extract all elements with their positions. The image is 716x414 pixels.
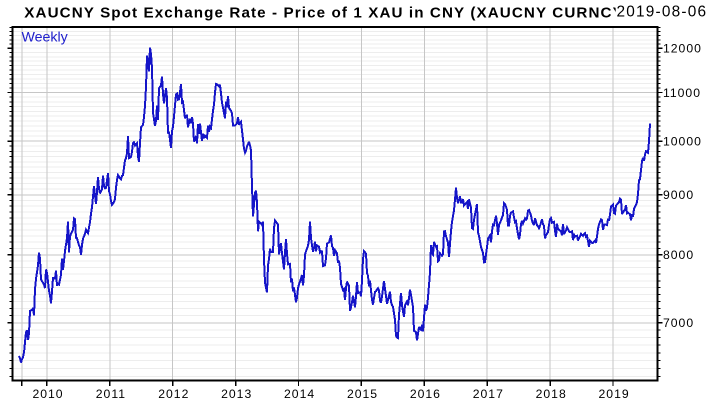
svg-text:2019: 2019 [599,387,630,401]
svg-text:2019-08-06: 2019-08-06 [617,4,708,21]
svg-text:11000: 11000 [663,86,701,100]
svg-text:2013: 2013 [221,387,252,401]
svg-text:2014: 2014 [284,387,315,401]
svg-text:2016: 2016 [410,387,441,401]
svg-text:XAUCNY Spot Exchange Rate - Pr: XAUCNY Spot Exchange Rate - Price of 1 X… [24,5,630,22]
svg-text:7000: 7000 [663,316,694,330]
svg-text:2018: 2018 [536,387,567,401]
svg-text:8000: 8000 [663,248,694,262]
svg-text:2017: 2017 [473,387,504,401]
svg-text:10000: 10000 [663,135,702,149]
svg-text:2010: 2010 [32,387,63,401]
svg-text:12000: 12000 [663,42,702,56]
svg-text:Weekly: Weekly [22,30,69,46]
svg-text:9000: 9000 [663,188,694,202]
svg-text:2015: 2015 [347,387,378,401]
svg-text:2011: 2011 [96,387,126,401]
svg-text:2012: 2012 [158,387,189,401]
